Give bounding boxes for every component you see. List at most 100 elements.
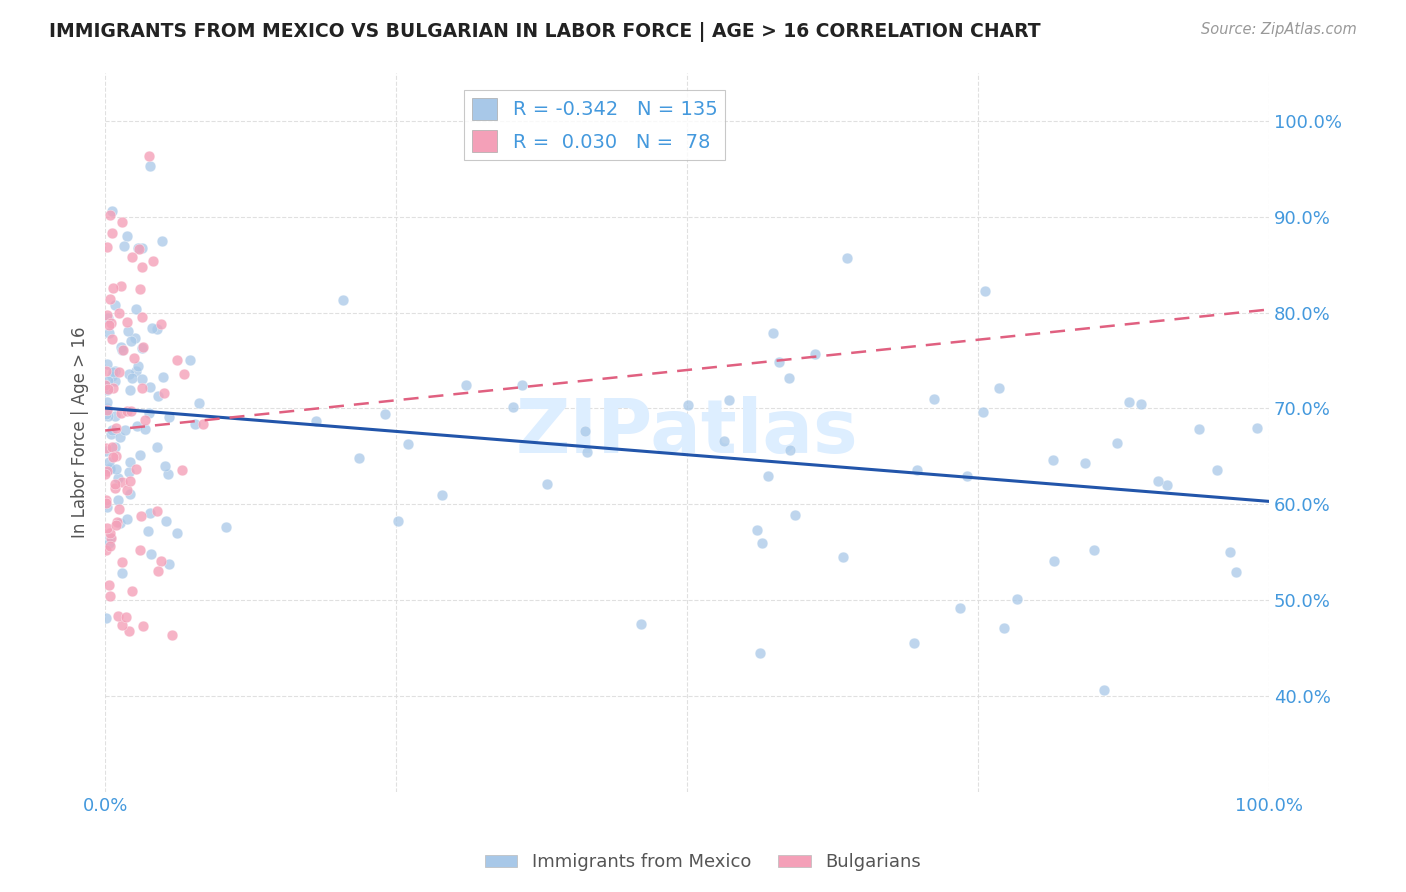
Point <box>115 315 138 329</box>
Point <box>98 526 121 541</box>
Point <box>120 383 142 397</box>
Point <box>136 524 159 539</box>
Point <box>678 398 700 412</box>
Legend: R = -0.342   N = 135, R =  0.030   N =  78: R = -0.342 N = 135, R = 0.030 N = 78 <box>464 90 725 160</box>
Point <box>108 365 131 379</box>
Point <box>131 260 153 274</box>
Point <box>131 381 153 395</box>
Point <box>574 425 596 439</box>
Point <box>101 423 124 437</box>
Point <box>111 555 134 569</box>
Point <box>96 240 118 254</box>
Point <box>98 455 121 469</box>
Point <box>974 284 997 298</box>
Point <box>104 440 127 454</box>
Point <box>146 322 169 336</box>
Point <box>146 389 169 403</box>
Point <box>125 461 148 475</box>
Point <box>98 536 121 550</box>
Point <box>98 460 121 475</box>
Point <box>103 374 125 388</box>
Point <box>1130 397 1153 411</box>
Point <box>118 487 141 501</box>
Point <box>96 543 118 558</box>
Point <box>347 451 370 466</box>
Point <box>105 516 128 530</box>
Point <box>100 316 122 330</box>
Point <box>96 395 118 409</box>
Point <box>120 334 142 348</box>
Point <box>1092 683 1115 698</box>
Point <box>166 526 188 541</box>
Point <box>131 341 153 355</box>
Point <box>94 408 117 422</box>
Point <box>117 367 139 381</box>
Point <box>100 226 122 240</box>
Point <box>430 488 453 502</box>
Y-axis label: In Labor Force | Age > 16: In Labor Force | Age > 16 <box>72 326 89 538</box>
Point <box>988 380 1011 394</box>
Point <box>1147 474 1170 488</box>
Point <box>1225 566 1247 580</box>
Point <box>142 253 165 268</box>
Point <box>152 370 174 384</box>
Point <box>138 405 160 419</box>
Text: IMMIGRANTS FROM MEXICO VS BULGARIAN IN LABOR FORCE | AGE > 16 CORRELATION CHART: IMMIGRANTS FROM MEXICO VS BULGARIAN IN L… <box>49 22 1040 42</box>
Point <box>1043 554 1066 568</box>
Point <box>97 374 120 388</box>
Point <box>121 583 143 598</box>
Point <box>713 434 735 449</box>
Point <box>157 557 180 571</box>
Point <box>374 407 396 421</box>
Point <box>122 351 145 365</box>
Point <box>134 413 156 427</box>
Point <box>1042 453 1064 467</box>
Point <box>1188 422 1211 436</box>
Point <box>128 448 150 462</box>
Point <box>783 508 806 522</box>
Point <box>1219 545 1241 559</box>
Point <box>139 159 162 173</box>
Point <box>332 293 354 307</box>
Point <box>97 318 120 332</box>
Point <box>761 326 783 341</box>
Point <box>104 421 127 435</box>
Point <box>170 463 193 477</box>
Point <box>141 547 163 561</box>
Point <box>101 365 124 379</box>
Point <box>101 440 124 454</box>
Point <box>105 449 128 463</box>
Point <box>105 462 128 476</box>
Point <box>94 378 117 392</box>
Point <box>502 400 524 414</box>
Point <box>110 406 132 420</box>
Point <box>134 422 156 436</box>
Point <box>104 364 127 378</box>
Point <box>125 364 148 378</box>
Point <box>779 443 801 458</box>
Point <box>101 381 124 395</box>
Point <box>141 321 163 335</box>
Point <box>768 355 790 369</box>
Point <box>145 440 167 454</box>
Point <box>101 450 124 464</box>
Point <box>131 310 153 325</box>
Point <box>139 380 162 394</box>
Point <box>104 298 127 312</box>
Point <box>94 493 117 508</box>
Point <box>146 564 169 578</box>
Point <box>121 250 143 264</box>
Point <box>97 310 120 325</box>
Point <box>111 343 134 358</box>
Point <box>101 333 124 347</box>
Point <box>127 359 149 374</box>
Point <box>956 469 979 483</box>
Point <box>1206 463 1229 477</box>
Text: ZIPatlas: ZIPatlas <box>516 396 859 469</box>
Point <box>156 467 179 482</box>
Point <box>188 396 211 410</box>
Legend: Immigrants from Mexico, Bulgarians: Immigrants from Mexico, Bulgarians <box>478 847 928 879</box>
Point <box>131 241 153 255</box>
Point <box>160 628 183 642</box>
Point <box>98 531 121 545</box>
